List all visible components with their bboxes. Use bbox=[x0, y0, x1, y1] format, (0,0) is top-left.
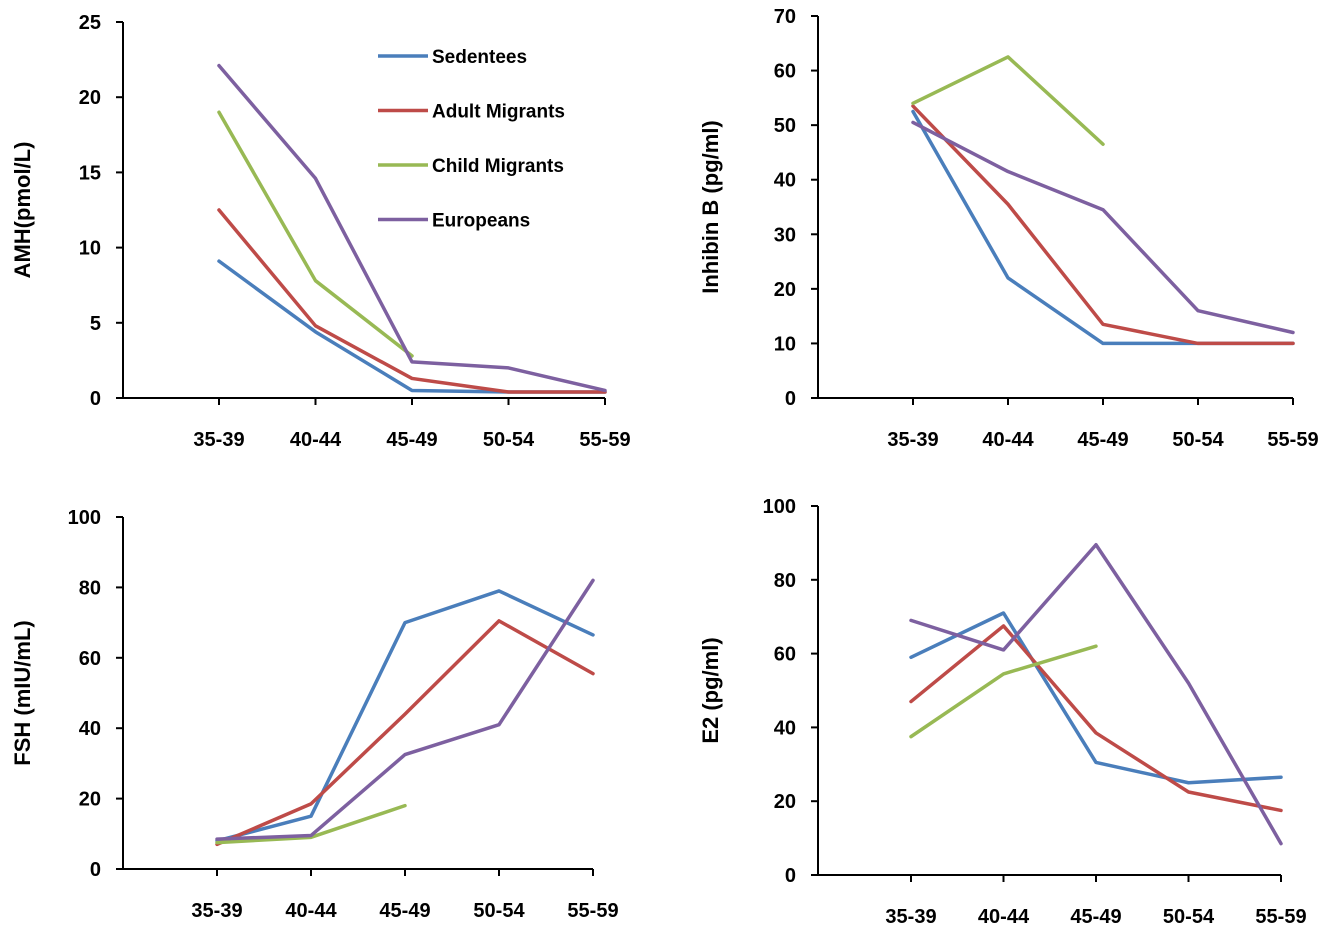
amh-y-tick-label: 10 bbox=[79, 238, 101, 260]
amh-x-tick-label: 55-59 bbox=[579, 429, 630, 451]
e2-y-axis-title: E2 (pg/ml) bbox=[698, 637, 723, 743]
amh-chart-panel: 0 5 10 15 20 25 35-39 40-44 45-49 50-54 55-59 AMH(p… bbox=[10, 12, 631, 451]
e2-x-tick-label: 40-44 bbox=[978, 906, 1030, 927]
inhibin-b-x-tick-label: 35-39 bbox=[887, 429, 938, 451]
fsh-series-child-migrants bbox=[215, 803, 407, 845]
e2-y-tick-label: 100 bbox=[763, 496, 796, 518]
amh-x-tick-label: 50-54 bbox=[483, 429, 535, 451]
inhibin-b-y-tick-label: 70 bbox=[774, 6, 796, 28]
fsh-series-europeans bbox=[215, 578, 595, 841]
fsh-x-tick-label: 55-59 bbox=[567, 900, 618, 922]
inhibin-b-y-tick-label: 0 bbox=[785, 388, 796, 410]
legend-label: Child Migrants bbox=[432, 156, 564, 177]
chart-legend: Sedentees Adult Migrants Child Migrants Eur… bbox=[378, 47, 565, 232]
fsh-series-sedentees bbox=[215, 589, 595, 843]
inhibin-b-x-tick-label: 45-49 bbox=[1077, 429, 1128, 451]
amh-series-child-migrants bbox=[217, 110, 414, 358]
inhibin-b-x-tick-label: 50-54 bbox=[1172, 429, 1224, 451]
fsh-y-tick-label: 0 bbox=[90, 859, 101, 881]
amh-series-adult-migrants bbox=[217, 208, 607, 394]
e2-y-tick-label: 80 bbox=[774, 570, 796, 592]
e2-y-tick-label: 40 bbox=[774, 717, 796, 739]
amh-x-tick-label: 40-44 bbox=[290, 429, 342, 451]
fsh-y-tick-label: 60 bbox=[79, 648, 101, 670]
inhibin-b-y-tick-label: 50 bbox=[774, 115, 796, 137]
e2-series-child-migrants bbox=[909, 644, 1098, 739]
inhibin-b-y-tick-label: 30 bbox=[774, 224, 796, 246]
inhibin-b-series-adult-migrants bbox=[911, 104, 1295, 346]
legend-label: Europeans bbox=[432, 211, 530, 232]
amh-x-tick-label: 45-49 bbox=[386, 429, 437, 451]
e2-chart-panel: 0 20 40 60 80 100 35-39 40-44 45-49 50-54 55-59 E2 … bbox=[698, 496, 1307, 927]
fsh-x-tick-label: 50-54 bbox=[473, 900, 525, 922]
inhibin-b-y-axis-title: Inhibin B (pg/ml) bbox=[698, 120, 723, 294]
amh-y-tick-label: 25 bbox=[79, 12, 101, 34]
legend-label: Sedentees bbox=[432, 47, 527, 68]
amh-y-tick-label: 0 bbox=[90, 388, 101, 410]
inhibin-b-y-tick-label: 40 bbox=[774, 170, 796, 192]
fsh-y-tick-label: 100 bbox=[68, 507, 101, 529]
fsh-y-tick-label: 40 bbox=[79, 718, 101, 740]
amh-y-tick-label: 15 bbox=[79, 162, 101, 184]
fsh-x-tick-label: 35-39 bbox=[191, 900, 242, 922]
fsh-y-tick-label: 20 bbox=[79, 789, 101, 811]
fsh-y-axis-title: FSH (mIU/mL) bbox=[10, 620, 35, 765]
e2-series-sedentees bbox=[909, 611, 1283, 785]
inhibin-b-y-tick-label: 20 bbox=[774, 279, 796, 301]
inhibin-b-y-tick-label: 10 bbox=[774, 333, 796, 355]
amh-series-europeans bbox=[217, 63, 607, 393]
fsh-x-tick-label: 40-44 bbox=[285, 900, 337, 922]
fsh-series-adult-migrants bbox=[215, 619, 595, 847]
amh-y-tick-label: 5 bbox=[90, 313, 101, 335]
e2-y-tick-label: 20 bbox=[774, 791, 796, 813]
e2-series-europeans bbox=[909, 542, 1283, 846]
amh-y-axis-title: AMH(pmol/L) bbox=[10, 142, 35, 279]
amh-x-tick-label: 35-39 bbox=[193, 429, 244, 451]
e2-y-tick-label: 60 bbox=[774, 644, 796, 666]
inhibin-b-series-europeans bbox=[911, 120, 1295, 335]
e2-series-adult-migrants bbox=[909, 624, 1283, 813]
inhibin-b-chart-panel: 0 10 20 30 40 50 60 70 35-39 40-44 45-49 50-54 55-59… bbox=[698, 6, 1319, 451]
inhibin-b-x-tick-label: 55-59 bbox=[1267, 429, 1318, 451]
inhibin-b-series-sedentees bbox=[911, 109, 1295, 346]
legend-label: Adult Migrants bbox=[432, 102, 565, 123]
inhibin-b-y-tick-label: 60 bbox=[774, 61, 796, 83]
inhibin-b-x-tick-label: 40-44 bbox=[982, 429, 1034, 451]
e2-x-tick-label: 45-49 bbox=[1070, 906, 1121, 927]
e2-x-tick-label: 35-39 bbox=[885, 906, 936, 927]
amh-y-tick-label: 20 bbox=[79, 87, 101, 109]
fsh-x-tick-label: 45-49 bbox=[379, 900, 430, 922]
e2-x-tick-label: 50-54 bbox=[1163, 906, 1215, 927]
fsh-chart-panel: 0 20 40 60 80 100 35-39 40-44 45-49 50-54 55-59 FSH… bbox=[10, 507, 619, 922]
fsh-y-tick-label: 80 bbox=[79, 577, 101, 599]
e2-y-tick-label: 0 bbox=[785, 865, 796, 887]
inhibin-b-series-child-migrants bbox=[911, 55, 1105, 146]
e2-x-tick-label: 55-59 bbox=[1255, 906, 1306, 927]
